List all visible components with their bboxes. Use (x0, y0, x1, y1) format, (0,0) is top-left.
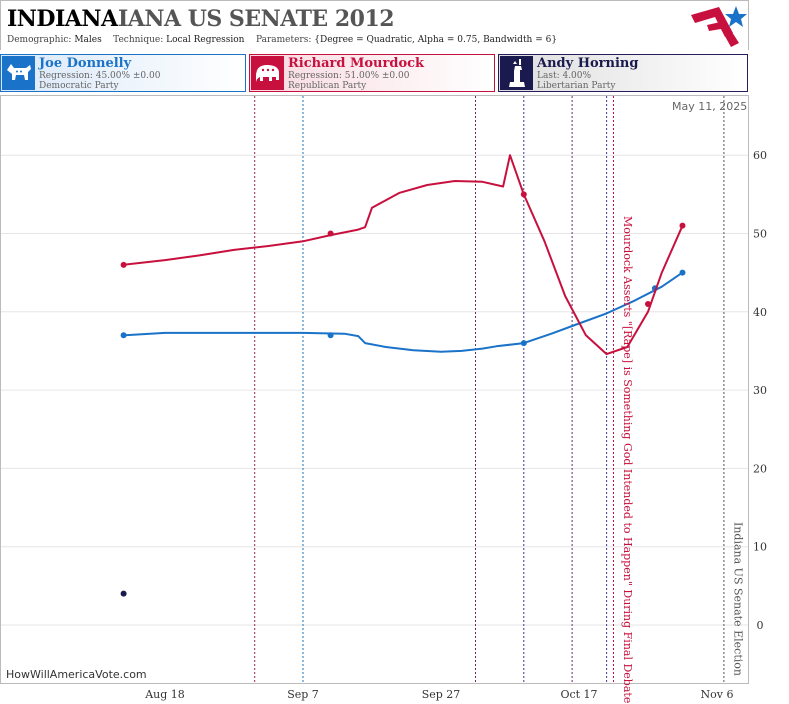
series-point (327, 230, 334, 237)
y-tick-label: 20 (753, 462, 767, 475)
star-logo-icon (691, 6, 747, 47)
series-point (679, 222, 686, 229)
y-tick-label: 30 (753, 384, 767, 397)
series-line (123, 154, 684, 356)
annotations: Mourdock Asserts "[Rape] is Something Go… (621, 216, 744, 703)
candidate-name: Richard Mourdock (288, 56, 425, 71)
series-point (120, 332, 127, 339)
x-tick-label: Sep 27 (422, 688, 461, 701)
chart-date: May 11, 2025 (672, 100, 748, 113)
series-point (520, 191, 527, 198)
annotation-label: Mourdock Asserts "[Rape] is Something Go… (621, 216, 634, 703)
parameters-value: {Degree = Quadratic, Alpha = 0.75, Bandw… (314, 35, 558, 45)
donkey-icon (2, 56, 35, 90)
series-point (120, 261, 127, 268)
site-credit: HowWillAmericaVote.com (6, 668, 147, 681)
x-tick-label: Nov 6 (701, 688, 734, 701)
y-tick-label: 0 (757, 619, 764, 632)
title-race: IANA US SENATE 2012 (118, 6, 395, 32)
series-point (520, 340, 527, 347)
candidate-name: Joe Donnelly (39, 56, 132, 71)
parameters-line: Demographic: Males Technique: Local Regr… (7, 35, 557, 45)
series-point (120, 590, 127, 597)
technique-label: Technique: (113, 35, 164, 45)
x-axis: Aug 18 Sep 7 Sep 27 Oct 17 Nov 6 (144, 688, 733, 701)
y-tick-label: 60 (753, 149, 767, 162)
candidate-stat: Regression: 45.00% ±0.00 (39, 71, 161, 81)
parameters-label: Parameters: (255, 35, 312, 45)
title-state: INDIANA (7, 6, 118, 32)
series-point (679, 269, 686, 276)
candidate-party: Republican Party (288, 81, 367, 91)
statue-of-liberty-icon (500, 56, 533, 90)
x-tick-label: Aug 18 (144, 688, 185, 701)
candidate-party: Democratic Party (39, 81, 119, 91)
x-tick-label: Oct 17 (560, 688, 597, 701)
series-point (327, 332, 334, 339)
candidate-stat: Regression: 51.00% ±0.00 (288, 71, 410, 81)
y-tick-label: 10 (753, 541, 767, 554)
gridlines (1, 154, 748, 626)
x-tick-label: Sep 7 (287, 688, 319, 701)
y-axis: 0 10 20 30 40 50 60 (753, 149, 767, 632)
demographic-label: Demographic: (7, 35, 72, 45)
candidate-party: Libertarian Party (537, 81, 616, 91)
y-tick-label: 40 (753, 306, 767, 319)
series-line (123, 271, 684, 353)
series-layer (120, 154, 686, 597)
plot-border (0, 95, 749, 684)
elephant-icon (251, 56, 284, 90)
annotation-label: Indiana US Senate Election (731, 522, 744, 676)
series-point (645, 300, 651, 307)
chart-header: INDIANA IANA US SENATE 2012 Demographic:… (0, 0, 749, 50)
candidate-name: Andy Horning (537, 56, 639, 71)
technique-value: Local Regression (166, 35, 245, 45)
y-tick-label: 50 (753, 228, 767, 241)
demographic-value: Males (74, 35, 102, 45)
candidate-stat: Last: 4.00% (537, 71, 592, 81)
candidate-card-republican: Richard Mourdock Regression: 51.00% ±0.0… (249, 54, 495, 92)
candidate-card-libertarian: Andy Horning Last: 4.00% Libertarian Par… (498, 54, 748, 92)
candidate-card-democrat: Joe Donnelly Regression: 45.00% ±0.00 De… (0, 54, 246, 92)
